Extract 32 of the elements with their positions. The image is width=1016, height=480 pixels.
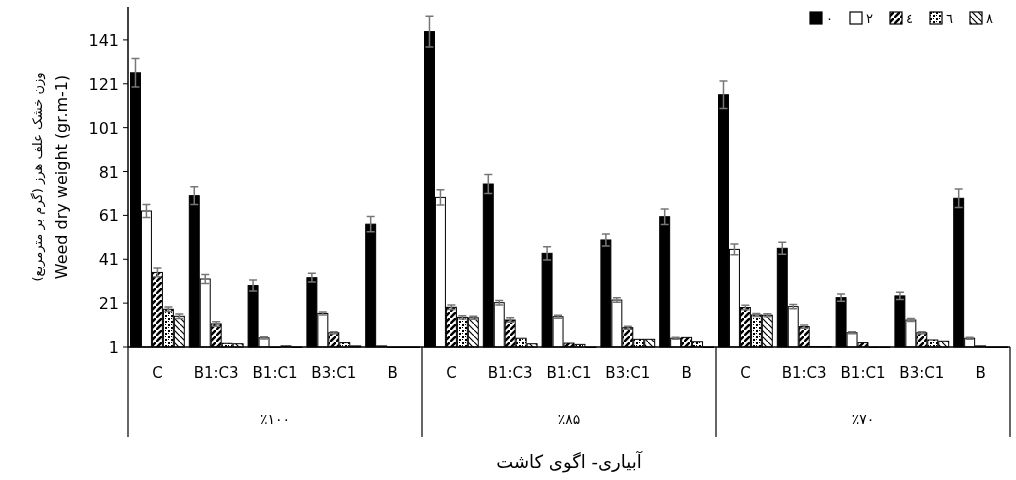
y-tick-label: 121 [88, 74, 119, 94]
text: ٪۸۵ [557, 411, 581, 427]
y-tick-label: 81 [98, 162, 119, 182]
y-tick-label: 61 [98, 206, 119, 226]
x-tick-label: B [387, 364, 398, 382]
legend-label: ٠ [826, 11, 833, 26]
x-tick-label: B1:C3 [487, 364, 533, 382]
x-tick-label: B1:C3 [193, 364, 239, 382]
x-tick-label: B1:C3 [781, 364, 827, 382]
text: ٪۷۰ [851, 411, 875, 427]
x-tick-label: B3:C1 [311, 364, 357, 382]
y-tick-label: 101 [88, 118, 119, 138]
x-tick-label: B [975, 364, 986, 382]
x-axis-title: آبیاری- اگوی کاشت [496, 450, 643, 473]
x-tick-label: B [681, 364, 692, 382]
x-tick-label: B3:C1 [899, 364, 945, 382]
y-tick-label: 141 [88, 30, 119, 50]
y-tick-label: 21 [98, 294, 119, 314]
x-tick-label: B1:C1 [840, 364, 886, 382]
y-tick-label: 1 [108, 338, 119, 357]
x-tick-label: C [152, 364, 163, 382]
y-tick-label: 41 [98, 250, 119, 270]
x-tick-label: B1:C1 [546, 364, 592, 382]
x-tick-label: C [740, 364, 751, 382]
legend-label: ٤ [906, 11, 913, 26]
legend-label: ٨ [986, 11, 993, 26]
text: ٪۱۰۰ [259, 411, 291, 427]
legend-label: ٢ [866, 11, 873, 26]
x-tick-label: C [446, 364, 457, 382]
x-tick-label: B1:C1 [252, 364, 298, 382]
legend-label: ٦ [946, 11, 953, 26]
x-tick-label: B3:C1 [605, 364, 651, 382]
